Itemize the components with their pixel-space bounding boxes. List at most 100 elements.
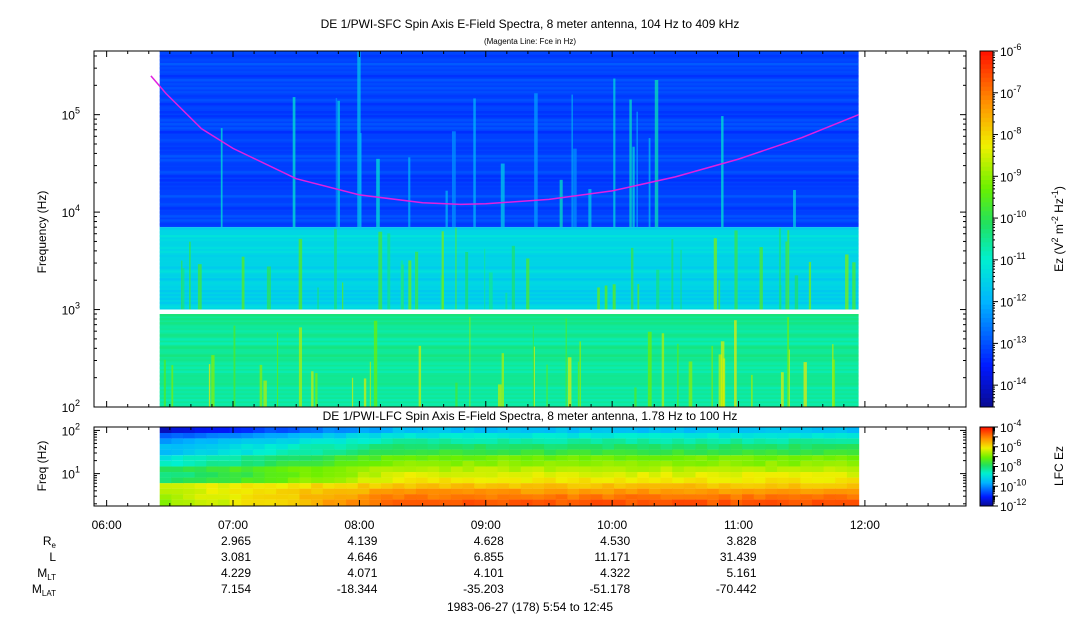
lfc-cell xyxy=(613,443,627,450)
bottom-colorbar-swatch xyxy=(980,461,993,464)
lfc-cell xyxy=(474,449,487,456)
lfc-cell xyxy=(415,477,429,484)
top-colorbar-swatch xyxy=(980,197,993,203)
lfc-cell xyxy=(509,432,522,439)
top-colorbar-frame xyxy=(979,50,994,408)
lfc-cell xyxy=(625,466,638,473)
lfc-cell xyxy=(159,438,172,444)
spectral-burst xyxy=(571,94,573,228)
spectral-burst xyxy=(359,133,362,228)
lfc-cell xyxy=(590,477,603,484)
lfc-cell xyxy=(683,494,697,500)
ephemeris-value: 4.530 xyxy=(600,534,630,548)
top-colorbar-tick-base: 10 xyxy=(1000,254,1014,268)
lfc-cell xyxy=(439,499,452,506)
lfc-cell xyxy=(334,438,347,444)
spectral-stripe xyxy=(159,235,859,238)
lfc-cell xyxy=(835,432,848,439)
lfc-cell xyxy=(811,427,825,433)
top-plot-frame xyxy=(93,50,967,408)
spectral-stripe xyxy=(159,135,859,138)
lfc-cell xyxy=(346,466,359,473)
spectral-stripe xyxy=(159,301,859,305)
lfc-cell xyxy=(311,499,324,506)
spectral-burst xyxy=(335,97,338,228)
top-colorbar-swatch xyxy=(980,229,993,234)
lfc-cell xyxy=(369,499,382,506)
lfc-cell xyxy=(439,488,452,495)
top-colorbar-swatch xyxy=(980,224,993,230)
lfc-cell xyxy=(357,499,370,506)
ephemeris-value: 4.322 xyxy=(600,566,630,580)
spectral-burst xyxy=(751,374,753,407)
lfc-cell xyxy=(579,494,592,500)
lfc-cell xyxy=(835,483,848,489)
lfc-cell xyxy=(602,427,615,433)
lfc-cell xyxy=(520,494,534,500)
spectral-burst xyxy=(546,364,548,407)
top-colorbar-tick-base: 10 xyxy=(1000,212,1014,226)
lfc-cell xyxy=(392,443,405,450)
lfc-cell xyxy=(171,477,184,484)
lfc-cell xyxy=(439,455,452,461)
y-tick-exponent: 2 xyxy=(75,398,80,408)
spectral-stripe xyxy=(159,366,859,369)
lfc-cell xyxy=(264,455,277,461)
lfc-cell xyxy=(450,449,464,456)
top-colorbar-tick-exponent: -7 xyxy=(1013,84,1021,94)
bottom-colorbar-swatch xyxy=(980,482,993,484)
top-colorbar-tick-exponent: -8 xyxy=(1013,126,1021,136)
spectral-stripe xyxy=(159,63,859,66)
lfc-cell xyxy=(357,438,370,444)
lfc-cell xyxy=(252,488,266,495)
spectral-burst xyxy=(612,284,616,310)
lfc-cell xyxy=(357,466,370,473)
lfc-cell xyxy=(660,483,673,489)
spectral-stripe xyxy=(159,314,859,317)
bottom-colorbar-swatch xyxy=(980,503,993,505)
lfc-cell xyxy=(217,432,231,439)
lfc-cell xyxy=(369,466,382,473)
lfc-cell xyxy=(625,472,638,478)
spectral-burst xyxy=(588,189,592,228)
spectral-stripe xyxy=(159,354,859,357)
lfc-cell xyxy=(532,449,545,456)
lfc-cell xyxy=(648,477,662,484)
y-tick-exponent: 3 xyxy=(75,301,80,311)
lfc-cell xyxy=(846,427,860,433)
spectral-burst xyxy=(441,231,444,310)
top-colorbar-swatch xyxy=(980,113,993,119)
lfc-cell xyxy=(777,499,790,506)
top-colorbar-swatch xyxy=(980,362,993,368)
lfc-cell xyxy=(648,499,662,506)
lfc-cell xyxy=(450,427,464,433)
lfc-cell xyxy=(287,443,301,450)
lfc-cell xyxy=(392,460,405,467)
lfc-cell xyxy=(765,460,778,467)
spectral-stripe xyxy=(159,378,859,382)
bottom-colorbar-swatch xyxy=(980,467,993,469)
lfc-cell xyxy=(194,483,207,489)
lfc-cell xyxy=(346,443,359,450)
lfc-cell xyxy=(229,432,242,439)
bottom-colorbar-swatch xyxy=(980,469,993,471)
lfc-cell xyxy=(287,455,301,461)
lfc-cell xyxy=(800,499,813,506)
lfc-cell xyxy=(683,472,697,478)
lfc-cell xyxy=(788,460,801,467)
lfc-cell xyxy=(159,472,172,478)
lfc-cell xyxy=(299,477,312,484)
spectral-burst xyxy=(565,318,567,407)
lfc-cell xyxy=(264,477,277,484)
lfc-cell xyxy=(241,449,254,456)
lfc-cell xyxy=(252,432,266,439)
spectral-burst xyxy=(469,317,471,407)
top-colorbar-swatch xyxy=(980,340,993,346)
lfc-cell xyxy=(183,443,196,450)
top-colorbar-tick-label: 10-7 xyxy=(1000,84,1021,101)
top-colorbar-tick-label: 10-9 xyxy=(1000,167,1021,184)
bottom-colorbar-tick-base: 10 xyxy=(1000,421,1014,435)
lfc-cell xyxy=(229,427,242,433)
lfc-cell xyxy=(625,438,638,444)
lfc-cell xyxy=(159,499,172,506)
